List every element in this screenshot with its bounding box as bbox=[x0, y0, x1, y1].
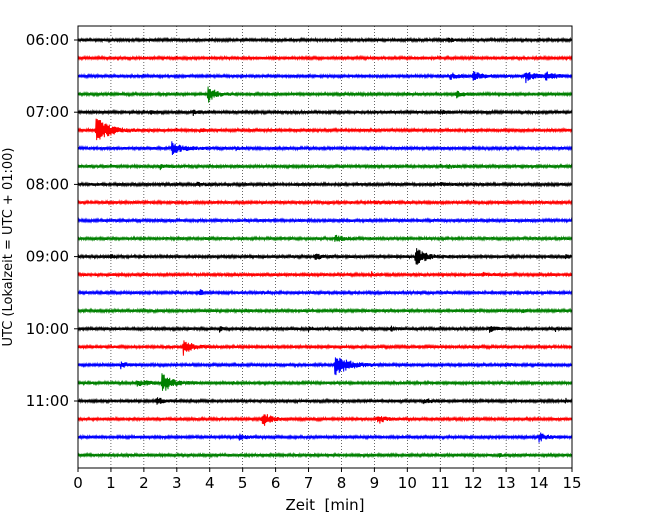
seismogram-trace bbox=[77, 397, 573, 405]
seismogram-trace bbox=[77, 307, 573, 315]
y-tick-label: 11:00 bbox=[26, 392, 69, 410]
seismogram-trace bbox=[77, 432, 573, 443]
x-tick-label: 11 bbox=[431, 474, 450, 492]
seismogram-trace bbox=[77, 71, 573, 84]
seismogram-trace bbox=[77, 271, 573, 279]
y-tick-label: 09:00 bbox=[26, 248, 69, 266]
x-tick-label: 9 bbox=[370, 474, 380, 492]
seismogram-trace bbox=[77, 340, 573, 356]
seismogram-trace bbox=[77, 373, 573, 391]
x-tick-label: 5 bbox=[238, 474, 248, 492]
x-tick-label: 15 bbox=[562, 474, 581, 492]
x-tick-label: 8 bbox=[337, 474, 347, 492]
seismogram-trace bbox=[77, 357, 573, 376]
seismogram-trace bbox=[77, 162, 573, 171]
seismogram-trace bbox=[77, 289, 573, 297]
x-tick-label: 0 bbox=[73, 474, 83, 492]
seismogram-trace bbox=[77, 118, 573, 141]
seismogram-trace bbox=[77, 199, 573, 206]
y-tick-label: 06:00 bbox=[26, 31, 69, 49]
y-axis-ticks: 06:00 07:00 08:00 09:00 10:00 11:00 bbox=[26, 31, 78, 410]
seismogram-trace bbox=[77, 451, 573, 459]
x-tick-label: 14 bbox=[530, 474, 549, 492]
y-axis-label: UTC (Lokalzeit = UTC + 01:00) bbox=[1, 148, 16, 347]
x-tick-label: 1 bbox=[106, 474, 116, 492]
seismogram-trace bbox=[77, 414, 573, 426]
seismogram-trace bbox=[77, 181, 573, 188]
seismogram-trace bbox=[77, 141, 573, 156]
seismogram-trace bbox=[77, 54, 573, 62]
x-axis-label: Zeit [min] bbox=[285, 496, 364, 514]
seismogram-trace bbox=[77, 86, 573, 103]
x-axis-ticks: 0 1 2 3 4 5 6 7 8 9 10 11 12 13 14 15 bbox=[73, 468, 582, 492]
seismogram-traces bbox=[77, 36, 573, 459]
x-tick-label: 4 bbox=[205, 474, 215, 492]
plot-frame bbox=[77, 25, 573, 469]
seismogram-trace bbox=[77, 248, 573, 265]
y-tick-label: 10:00 bbox=[26, 320, 69, 338]
x-tick-label: 2 bbox=[139, 474, 149, 492]
x-tick-label: 13 bbox=[497, 474, 516, 492]
seismogram-trace bbox=[77, 36, 573, 44]
y-tick-label: 08:00 bbox=[26, 175, 69, 193]
x-tick-label: 10 bbox=[398, 474, 417, 492]
x-tick-label: 12 bbox=[464, 474, 483, 492]
seismogram-trace bbox=[77, 234, 573, 242]
seismogram-trace bbox=[77, 325, 573, 333]
seismogram-trace bbox=[77, 217, 573, 224]
x-tick-label: 3 bbox=[172, 474, 182, 492]
x-tick-label: 7 bbox=[304, 474, 314, 492]
y-tick-label: 07:00 bbox=[26, 103, 69, 121]
seismogram-trace bbox=[77, 108, 573, 116]
x-tick-label: 6 bbox=[271, 474, 281, 492]
